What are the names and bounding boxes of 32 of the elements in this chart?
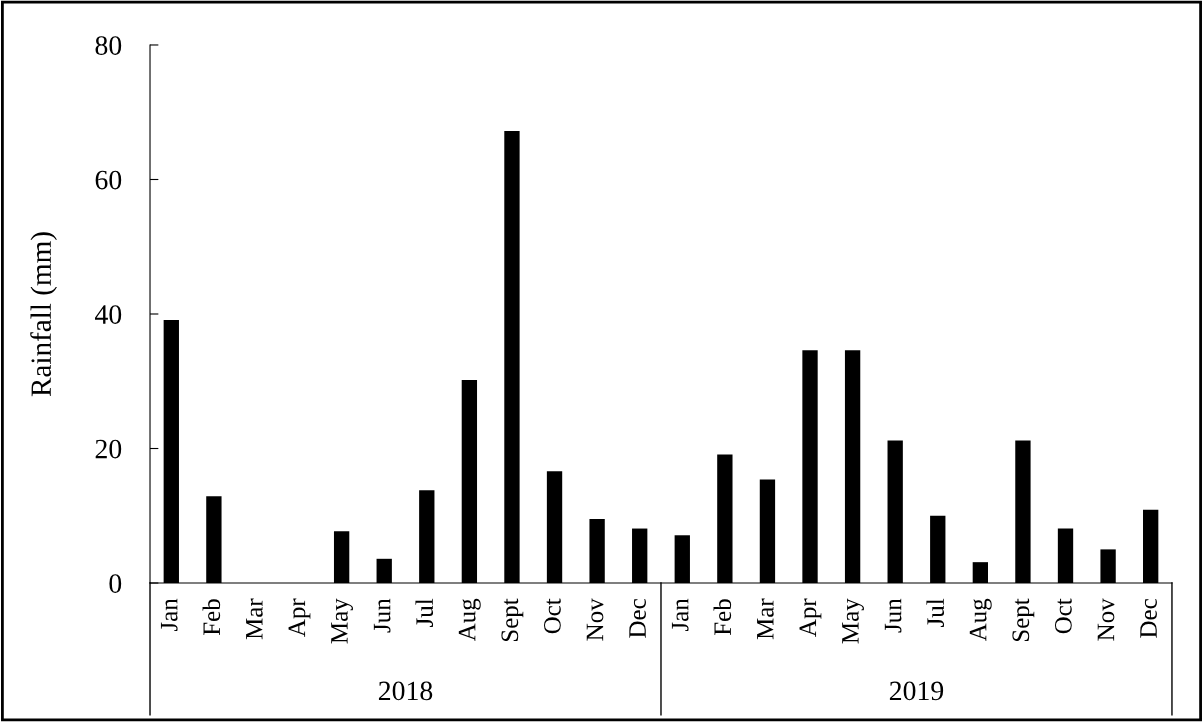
x-tick-label: Oct xyxy=(1054,598,1072,634)
y-tick-label: 20 xyxy=(95,439,122,459)
x-tick-label: May xyxy=(331,598,353,644)
x-tick-label: Dec xyxy=(629,599,646,638)
y-tick-label: 40 xyxy=(95,305,122,324)
x-tick-label: Feb xyxy=(202,599,221,636)
x-tick-label: Oct xyxy=(543,598,561,634)
x-tick-label: Sept xyxy=(1012,598,1035,642)
x-tick-label: Aug xyxy=(969,598,992,642)
x-tick-label: Apr xyxy=(288,598,311,637)
y-tick-label: 80 xyxy=(95,36,122,55)
x-tick-label: Mar xyxy=(757,598,774,640)
x-tick-label: Mar xyxy=(246,598,263,640)
text: 2019 xyxy=(889,681,944,701)
y-axis-title: Rainfall (mm) xyxy=(30,232,57,397)
x-tick-label: Jul xyxy=(926,598,945,627)
x-tick-label: Dec xyxy=(1140,599,1157,638)
x-tick-label: Feb xyxy=(713,599,732,636)
x-tick-label: Jan xyxy=(160,598,178,632)
x-tick-label: Jun xyxy=(884,598,902,633)
x-tick-label: May xyxy=(842,598,864,644)
x-tick-label: Jan xyxy=(671,598,689,632)
x-tick-label: Jul xyxy=(415,598,434,627)
x-tick-label: Sept xyxy=(501,598,524,642)
x-tick-label: Nov xyxy=(586,598,604,641)
x-tick-label: Aug xyxy=(458,598,481,642)
x-tick-label: Apr xyxy=(799,598,822,637)
text: 2018 xyxy=(378,681,433,701)
x-tick-label: Jun xyxy=(373,598,391,633)
y-tick-label: 0 xyxy=(109,574,122,593)
x-tick-label: Nov xyxy=(1097,598,1115,641)
y-tick-label: 60 xyxy=(95,170,122,190)
